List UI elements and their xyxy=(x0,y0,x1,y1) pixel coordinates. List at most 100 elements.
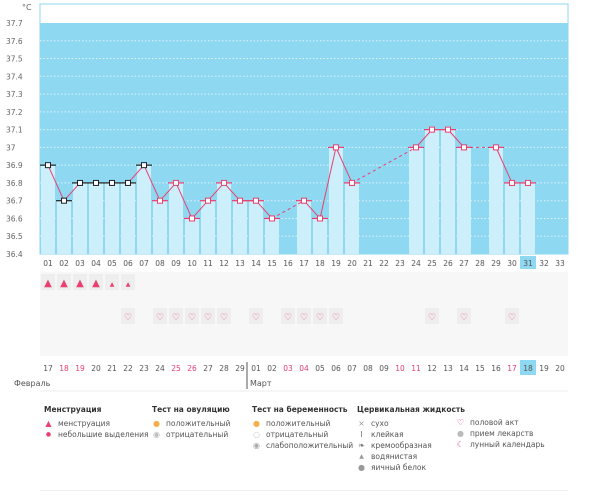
cycle-day-label: 24 xyxy=(411,259,421,268)
temperature-bar xyxy=(137,165,151,254)
date-label: 05 xyxy=(315,364,325,373)
temperature-point xyxy=(333,144,339,151)
heart-icon: ♡ xyxy=(428,313,436,323)
month-label: Март xyxy=(250,379,272,388)
date-label: 20 xyxy=(91,364,101,373)
temperature-bar xyxy=(169,182,183,254)
y-tick-label: 37.6 xyxy=(6,37,23,46)
heart-icon: ♡ xyxy=(460,313,468,323)
drop-heavy-icon: ▲ xyxy=(45,419,52,428)
symbol-cell xyxy=(105,274,119,290)
temperature-bar xyxy=(201,200,215,254)
cycle-day-label: 27 xyxy=(459,259,469,268)
heart-icon: ♡ xyxy=(156,313,164,323)
cycle-day-label: 03 xyxy=(75,259,85,268)
temperature-point xyxy=(109,179,115,186)
y-tick-label: 37.2 xyxy=(6,108,23,117)
menstruation-icon: ▲ xyxy=(44,278,52,289)
temperature-bar xyxy=(89,182,103,254)
temperature-bar xyxy=(441,129,455,254)
symbol-cell xyxy=(457,308,471,324)
menstruation-icon: ▲ xyxy=(76,278,84,289)
heart-icon: ♡ xyxy=(456,418,465,427)
temperature-point xyxy=(205,197,211,204)
cycle-day-label: 19 xyxy=(331,259,341,268)
legend-label: половой акт xyxy=(470,418,519,427)
legend-label: отрицательный xyxy=(166,430,229,439)
date-label: 19 xyxy=(539,364,549,373)
date-label: 11 xyxy=(411,364,421,373)
cycle-day-label: 25 xyxy=(427,259,437,268)
temperature-bar xyxy=(313,218,327,254)
legend-label: слабоположительный xyxy=(266,441,354,450)
legend-menstruation: Менструация ▲ менструация ● небольшие выде… xyxy=(44,405,149,440)
heart-icon: ♡ xyxy=(172,313,180,323)
symbol-cell xyxy=(329,308,343,324)
date-label: 19 xyxy=(75,364,85,373)
pill-icon: ● xyxy=(457,429,464,438)
temperature-bar xyxy=(265,218,279,254)
temperature-line-segment xyxy=(47,164,65,201)
date-label: 06 xyxy=(331,364,341,373)
menstruation-icon: ▲ xyxy=(60,278,68,289)
date-label: 14 xyxy=(459,364,469,373)
cycle-day-label: 16 xyxy=(283,259,293,268)
symbol-cell xyxy=(249,308,263,324)
temperature-bar xyxy=(521,182,535,254)
legend-pregnancy: Тест на беременность ● положительный ○ отр… xyxy=(252,405,353,451)
temperature-line-segment xyxy=(335,147,353,184)
temperature-bar xyxy=(297,200,311,254)
temperature-point xyxy=(141,162,147,169)
cycle-day-label: 15 xyxy=(267,259,277,268)
temperature-point xyxy=(301,197,307,204)
temperature-point xyxy=(45,162,51,169)
cycle-day-label: 09 xyxy=(171,259,181,268)
legend-other: ♡ половой акт ● прием лекарств ☾ лунный кал… xyxy=(456,417,545,450)
drop-light-icon: ● xyxy=(45,431,52,438)
temperature-line-segment xyxy=(495,147,513,184)
cycle-day-label: 06 xyxy=(123,259,133,268)
y-tick-label: 36.8 xyxy=(6,179,23,188)
y-tick-label: 37.4 xyxy=(6,72,23,81)
symbol-cell xyxy=(169,308,183,324)
legend-label: сухо xyxy=(371,419,389,428)
temperature-point xyxy=(461,144,467,151)
heart-icon: ♡ xyxy=(188,313,196,323)
temperature-line-segment xyxy=(351,146,417,184)
date-label: 17 xyxy=(507,364,517,373)
temperature-point xyxy=(525,179,531,186)
temperature-point xyxy=(429,126,435,133)
legend-label: клейкая xyxy=(371,430,404,439)
heart-icon: ♡ xyxy=(508,313,516,323)
y-axis-unit: °C xyxy=(22,3,32,12)
cycle-day-label: 11 xyxy=(203,259,213,268)
cycle-day-label: 18 xyxy=(315,259,325,268)
legend-title: Тест на беременность xyxy=(252,405,348,414)
cycle-day-label: 01 xyxy=(43,259,53,268)
temperature-point xyxy=(509,179,515,186)
temperature-point xyxy=(349,179,355,186)
symbol-cell xyxy=(73,274,87,290)
temperature-point xyxy=(157,197,163,204)
temperature-point xyxy=(493,144,499,151)
symbol-cell xyxy=(121,274,135,290)
date-label: 24 xyxy=(155,364,165,373)
divider xyxy=(40,490,568,491)
y-tick-label: 37 xyxy=(6,143,16,152)
date-label: 28 xyxy=(219,364,229,373)
cycle-day-label: 14 xyxy=(251,259,261,268)
date-label: 16 xyxy=(491,364,501,373)
today-highlight xyxy=(520,360,536,375)
y-tick-label: 36.5 xyxy=(6,232,23,241)
y-tick-label: 37.7 xyxy=(6,19,23,28)
date-label: 22 xyxy=(123,364,133,373)
date-label: 25 xyxy=(171,364,181,373)
y-tick-label: 37.1 xyxy=(6,126,23,135)
heart-icon: ♡ xyxy=(332,313,340,323)
cycle-day-label: 29 xyxy=(491,259,501,268)
legend-label: положительный xyxy=(266,419,331,428)
cycle-day-label: 17 xyxy=(299,259,309,268)
cycle-day-label: 10 xyxy=(187,259,197,268)
cycle-day-label: 33 xyxy=(555,259,565,268)
legend-label: отрицательный xyxy=(266,430,329,439)
